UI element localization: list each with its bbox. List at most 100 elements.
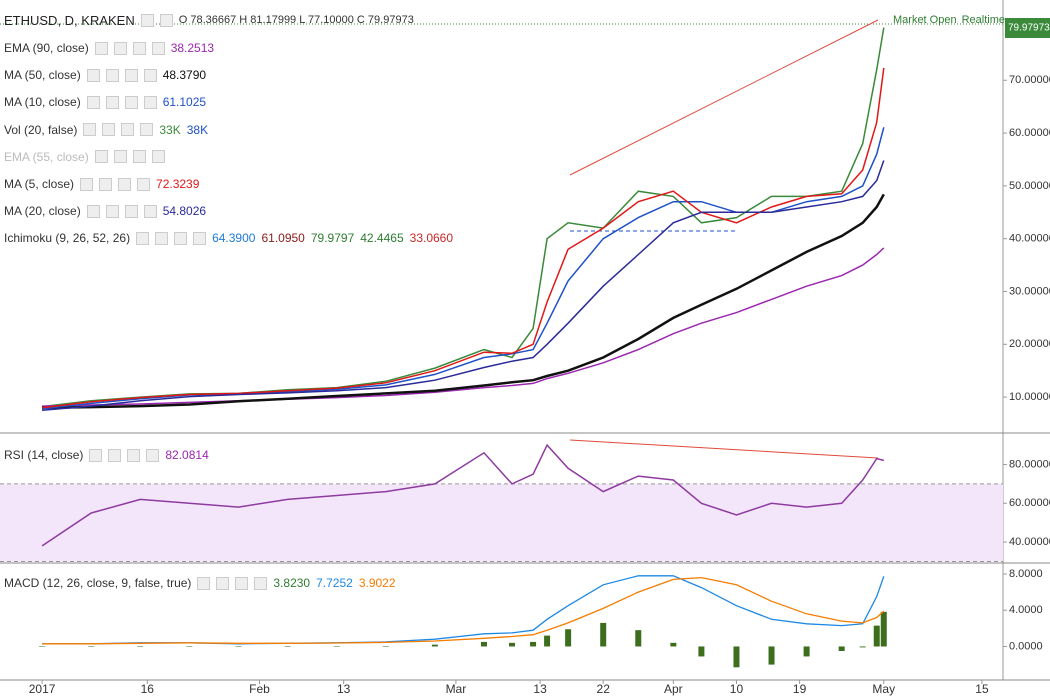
icon (254, 576, 268, 590)
icon (136, 231, 150, 245)
icon (124, 95, 138, 109)
legend-row: EMA (90, close) 38.2513 (4, 40, 214, 56)
icon (105, 204, 119, 218)
series-line (42, 160, 885, 412)
indicator-reading: 33K (159, 122, 181, 137)
histogram-bar (635, 630, 642, 647)
indicator-reading: 38.2513 (170, 41, 215, 55)
histogram-bar (530, 641, 537, 647)
icon (124, 204, 138, 218)
icon (86, 68, 100, 82)
legend-row: EMA (55, close) (4, 149, 165, 165)
histogram-bar (565, 629, 572, 647)
icon (174, 231, 188, 245)
histogram-bar (670, 642, 677, 647)
icon (235, 576, 249, 590)
symbol-title: ETHUSD, D, KRAKEN (4, 12, 135, 28)
indicator-name: MA (50, close) (4, 68, 81, 83)
x-tick-label: 16 (141, 682, 155, 696)
indicator-name: MA (10, close) (4, 95, 81, 110)
indicator-reading: 54.8026 (162, 204, 207, 219)
indicator-name: RSI (14, close) (4, 448, 84, 462)
indicator-reading: 3.8230 (273, 576, 311, 590)
indicator-reading: 48.3790 (162, 68, 207, 83)
price-tag-text: 79.97973 (1008, 23, 1050, 34)
icon (102, 123, 116, 137)
trend-line (569, 439, 879, 459)
histogram-bar (509, 642, 516, 647)
mode-text: Realtime (961, 14, 1005, 26)
icon (94, 41, 108, 55)
series-line (41, 443, 884, 547)
histogram-bar (480, 641, 487, 647)
status: Market Open Realtime (893, 14, 1005, 26)
histogram-bar (600, 622, 607, 647)
icon (155, 231, 169, 245)
icon (216, 576, 230, 590)
icon (99, 177, 113, 191)
indicator-reading: 64.3900 (212, 231, 256, 246)
icon (132, 150, 146, 164)
histogram-bar (880, 611, 887, 647)
price-tag (1005, 18, 1050, 38)
indicator-reading: 38K (186, 122, 209, 137)
series-line (42, 127, 885, 410)
icon (86, 204, 100, 218)
legend-row: MACD (12, 26, close, 9, false, true) 3.82… (4, 575, 396, 591)
icon (113, 41, 127, 55)
histogram-bar (137, 646, 144, 647)
indicator-reading: 61.0950 (261, 231, 305, 246)
indicator-name: Ichimoku (9, 26, 52, 26) (4, 231, 131, 246)
rsi-band (0, 483, 1003, 562)
histogram-bar (235, 646, 242, 647)
icon (83, 123, 97, 137)
x-tick-label: 13 (533, 682, 547, 696)
x-tick-label: 13 (337, 682, 351, 696)
indicator-reading: 7.7252 (316, 576, 353, 590)
indicator-reading: 33.0660 (409, 231, 454, 246)
x-tick-label: May (872, 682, 895, 696)
x-tick-label: Feb (249, 682, 270, 696)
status-text: Market Open (893, 14, 957, 26)
histogram-bar (733, 646, 740, 668)
histogram-bar (859, 646, 866, 648)
indicator-reading: 3.9022 (358, 576, 396, 590)
histogram-bar (873, 625, 880, 647)
y-tick-label: 4.0000 (1009, 604, 1043, 616)
indicator-reading: 42.4465 (360, 231, 404, 246)
indicator-name: MA (5, close) (4, 177, 75, 191)
icon (118, 177, 132, 191)
series-line (42, 576, 885, 645)
legend-row: Ichimoku (9, 26, 52, 26) 64.3900 61.0950 79… (4, 230, 453, 246)
x-tick-label: Apr (664, 682, 683, 696)
histogram-bar (88, 646, 95, 647)
indicator-name: MA (20, close) (4, 204, 81, 219)
histogram-bar (544, 635, 551, 647)
icon (143, 95, 157, 109)
x-tick-label: 10 (730, 682, 744, 696)
histogram-bar (431, 644, 438, 647)
legend-row: MA (5, close) 72.3239 (4, 176, 199, 192)
legend-row: MA (50, close) 48.3790 (4, 67, 206, 83)
series-line (42, 67, 885, 409)
ohlc: O 78.36667 H 81.17999 L 77.10000 C 79.97… (178, 14, 414, 26)
legend-row: MA (10, close) 61.1025 (4, 94, 206, 110)
icon (197, 576, 211, 590)
icon (127, 448, 141, 462)
legend-row: Vol (20, false) 33K 38K (4, 122, 208, 138)
icon (121, 123, 135, 137)
x-tick-label: 15 (975, 682, 989, 696)
icon (89, 448, 103, 462)
icon (124, 68, 138, 82)
icon (108, 448, 122, 462)
legend-row: MA (20, close) 54.8026 (4, 203, 206, 219)
